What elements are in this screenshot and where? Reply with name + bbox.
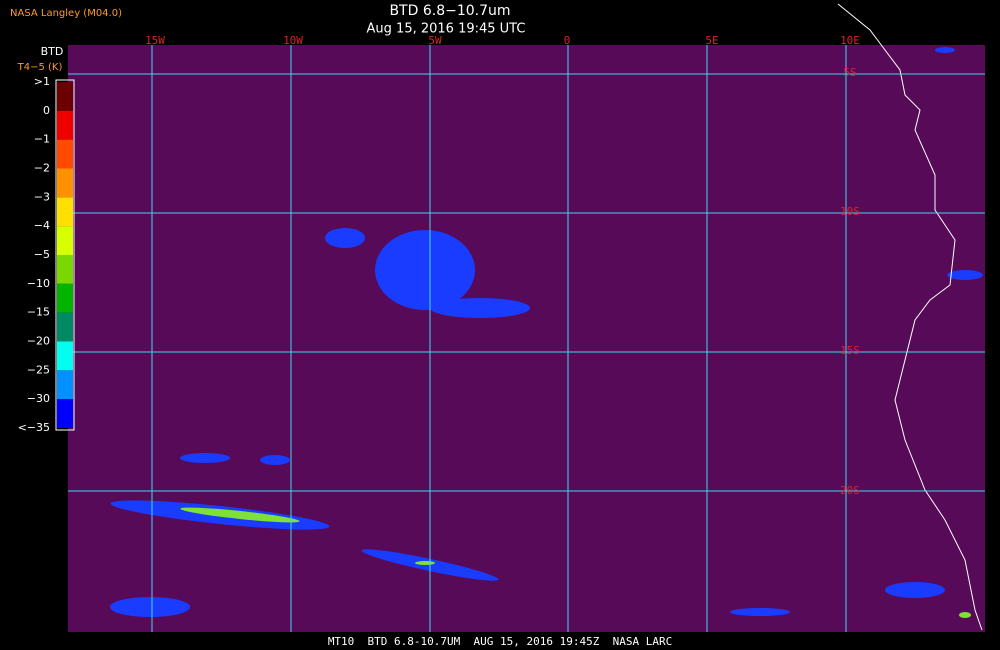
colorbar-swatch bbox=[57, 226, 73, 255]
colorbar-swatch bbox=[57, 139, 73, 169]
colorbar-swatch bbox=[57, 82, 73, 111]
colorbar-swatch bbox=[57, 399, 73, 428]
colorbar-swatch bbox=[57, 341, 73, 371]
longitude-label: 5E bbox=[705, 34, 718, 47]
longitude-label: 10W bbox=[283, 34, 303, 47]
colorbar-swatch bbox=[57, 370, 73, 400]
colorbar-swatch bbox=[57, 255, 73, 284]
latitude-label: 10S bbox=[840, 205, 860, 218]
colorbar-swatch bbox=[57, 110, 73, 140]
coastline bbox=[837, 3, 983, 631]
colorbar-units: T4−5 (K) bbox=[17, 62, 63, 73]
colorbar-label: −15 bbox=[27, 306, 50, 319]
footer: MT10 BTD 6.8-10.7UM AUG 15, 2016 19:45Z … bbox=[328, 635, 672, 648]
colorbar-label: −3 bbox=[34, 190, 50, 203]
source-label: NASA Langley (M04.0) bbox=[10, 8, 122, 19]
colorbar-swatch bbox=[57, 197, 73, 227]
graticule bbox=[68, 45, 985, 632]
colorbar-label: >1 bbox=[34, 75, 50, 88]
colorbar-label: −4 bbox=[34, 219, 50, 232]
image-area bbox=[68, 45, 985, 632]
latitude-label: 20S bbox=[840, 484, 860, 497]
title: BTD 6.8−10.7um bbox=[389, 3, 510, 19]
latitude-label: 5S bbox=[843, 66, 856, 79]
colorbar: >1 0 −1 −2 −3 −4 −5 −10 −15 −20 −25 −30 <−35 bbox=[18, 75, 75, 434]
colorbar-title: BTD bbox=[41, 45, 64, 58]
colorbar-label: −30 bbox=[27, 392, 50, 405]
datetime: Aug 15, 2016 19:45 UTC bbox=[367, 22, 526, 37]
colorbar-label: −5 bbox=[34, 248, 50, 261]
longitude-label: 5W bbox=[428, 34, 442, 47]
colorbar-swatch bbox=[57, 168, 73, 198]
colorbar-label: −20 bbox=[27, 335, 50, 348]
colorbar-frame bbox=[55, 79, 75, 431]
colorbar-label: −10 bbox=[27, 277, 50, 290]
colorbar-swatch bbox=[57, 312, 73, 342]
colorbar-label: −1 bbox=[34, 133, 50, 146]
latitude-label: 15S bbox=[840, 344, 860, 357]
colorbar-label: <−35 bbox=[18, 421, 50, 434]
longitude-label: 0 bbox=[564, 34, 571, 47]
colorbar-label: 0 bbox=[43, 104, 50, 117]
colorbar-label: −25 bbox=[27, 363, 50, 376]
colorbar-swatch bbox=[57, 283, 73, 313]
longitude-label: 10E bbox=[840, 34, 860, 47]
colorbar-label: −2 bbox=[34, 162, 50, 175]
longitude-label: 15W bbox=[145, 34, 165, 47]
